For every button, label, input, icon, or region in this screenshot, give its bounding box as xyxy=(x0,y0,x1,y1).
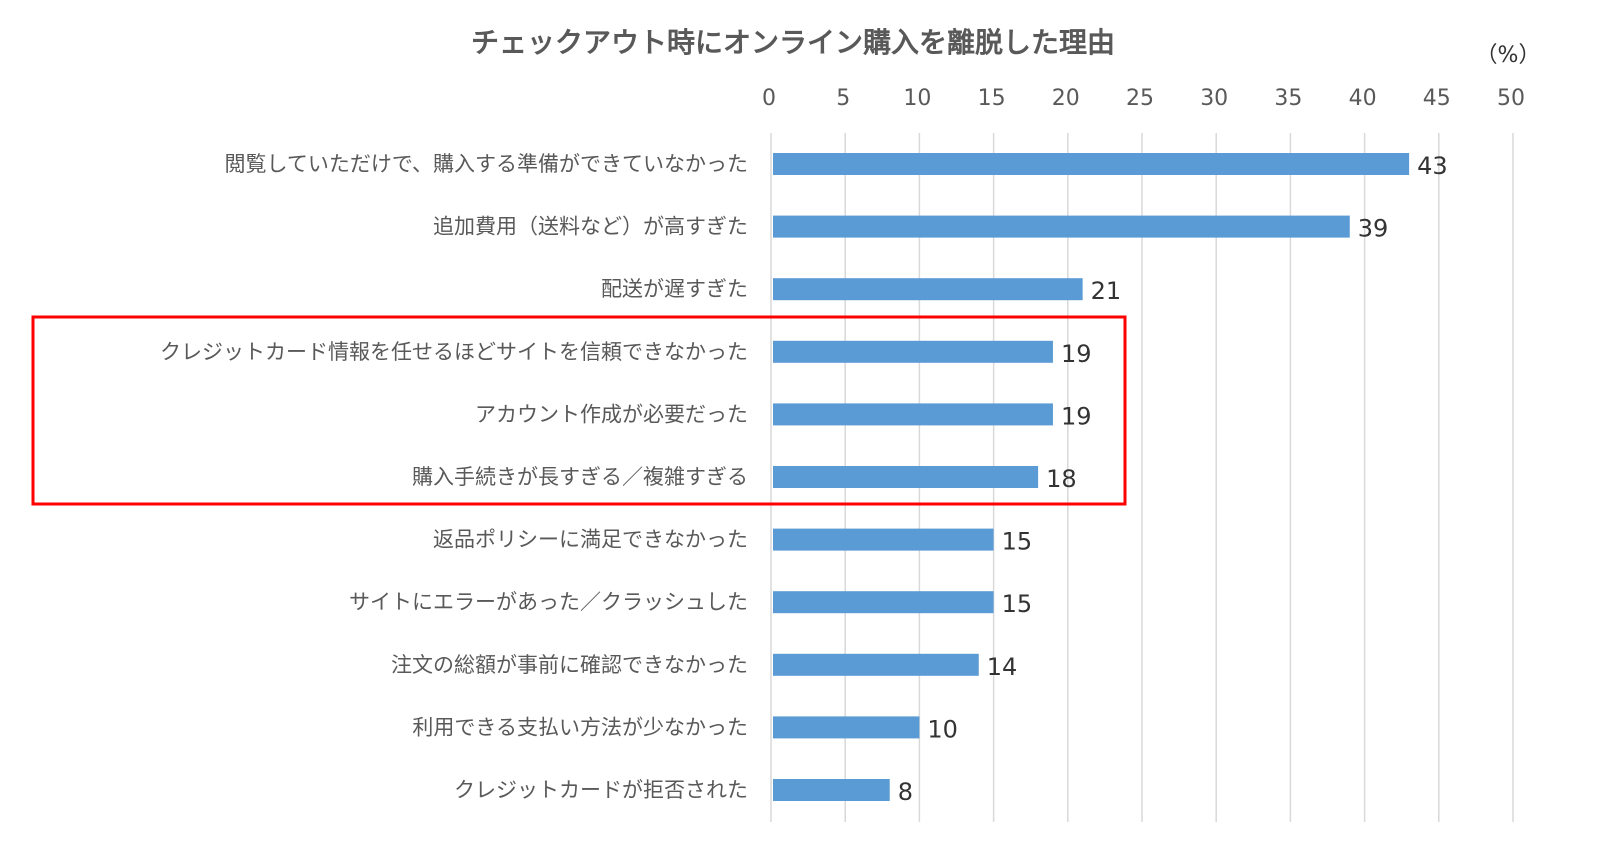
bar xyxy=(773,466,1039,488)
data-label: 10 xyxy=(927,715,958,743)
category-label: サイトにエラーがあった／クラッシュした xyxy=(349,590,748,614)
bar xyxy=(773,528,994,551)
x-tick-label: 40 xyxy=(1349,86,1377,111)
data-label: 43 xyxy=(1417,152,1448,180)
data-label: 21 xyxy=(1091,277,1122,305)
bar xyxy=(773,653,979,676)
data-label: 39 xyxy=(1358,215,1389,243)
category-label: 返品ポリシーに満足できなかった xyxy=(433,528,748,552)
x-tick-label: 5 xyxy=(836,86,850,111)
x-tick-label: 30 xyxy=(1200,86,1228,111)
data-label: 15 xyxy=(1002,528,1033,556)
category-label: クレジットカードが拒否された xyxy=(454,778,748,802)
x-tick-label: 45 xyxy=(1423,86,1451,111)
bar xyxy=(773,278,1083,301)
bar xyxy=(773,215,1350,238)
data-label: 18 xyxy=(1046,465,1077,493)
category-label: アカウント作成が必要だった xyxy=(475,402,748,426)
bar xyxy=(773,716,920,739)
category-label: 購入手続きが長すぎる／複雑すぎる xyxy=(412,465,748,489)
x-tick-label: 35 xyxy=(1274,86,1302,111)
category-label: 追加費用（送料など）が高すぎた xyxy=(433,215,748,239)
x-tick-label: 15 xyxy=(978,86,1006,111)
x-tick-label: 10 xyxy=(903,86,931,111)
chart-title: チェックアウト時にオンライン購入を離脱した理由 xyxy=(471,26,1115,59)
unit-label: （%） xyxy=(1476,43,1541,68)
bar xyxy=(773,340,1053,363)
highlight-box xyxy=(31,315,1127,506)
category-label: 注文の総額が事前に確認できなかった xyxy=(391,653,748,677)
category-label: 閲覧していただけで、購入する準備ができていなかった xyxy=(224,152,748,176)
x-tick-label: 0 xyxy=(762,86,776,111)
data-label: 19 xyxy=(1061,402,1092,430)
category-label: 利用できる支払い方法が少なかった xyxy=(412,715,748,739)
bar xyxy=(773,779,890,801)
data-label: 15 xyxy=(1002,590,1033,618)
data-label: 8 xyxy=(898,778,913,806)
x-tick-label: 20 xyxy=(1052,86,1080,111)
bar xyxy=(773,591,994,614)
category-label: クレジットカード情報を任せるほどサイトを信頼できなかった xyxy=(160,340,748,364)
data-label: 19 xyxy=(1061,340,1092,368)
category-label: 配送が遅すぎた xyxy=(601,277,748,301)
bar xyxy=(773,403,1053,426)
x-tick-label: 50 xyxy=(1497,86,1525,111)
data-label: 14 xyxy=(987,653,1018,681)
bar xyxy=(773,153,1410,175)
x-tick-label: 25 xyxy=(1126,86,1154,111)
